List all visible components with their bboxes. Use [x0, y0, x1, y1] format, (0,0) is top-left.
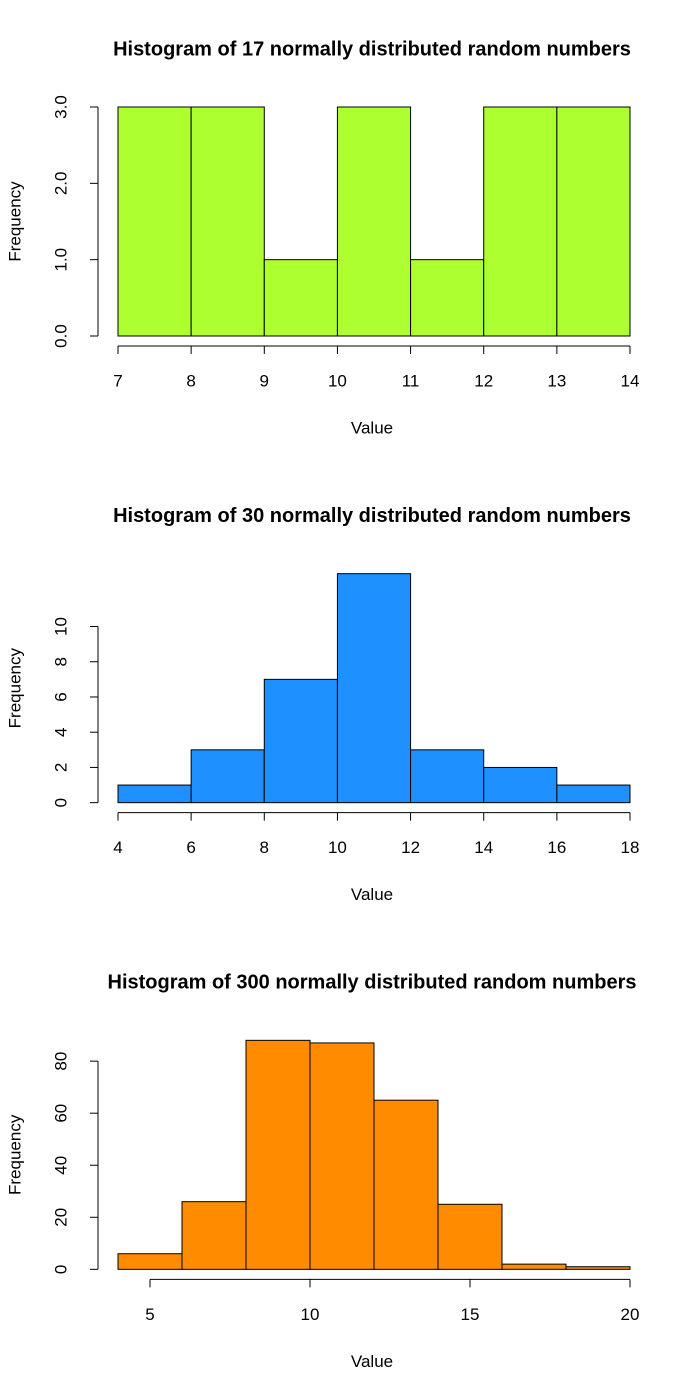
- bar: [190, 749, 265, 804]
- bar: [556, 106, 631, 337]
- bar: [263, 678, 338, 804]
- bar: [263, 259, 338, 337]
- histogram-panel: Histogram of 17 normally distributed ran…: [5, 38, 639, 437]
- y-tick-label: 10: [51, 617, 70, 636]
- y-tick-label: 0: [51, 1265, 70, 1274]
- bar: [565, 1266, 631, 1270]
- x-tick-label: 15: [461, 1305, 480, 1324]
- y-axis-label: Frequency: [5, 648, 24, 729]
- bar: [501, 1263, 567, 1270]
- bar: [483, 766, 558, 804]
- x-tick-label: 9: [260, 371, 269, 390]
- bar: [410, 259, 485, 337]
- x-axis-label: Value: [351, 885, 393, 904]
- bar: [336, 106, 412, 337]
- y-tick-label: 8: [51, 657, 70, 666]
- chart-title: Histogram of 17 normally distributed ran…: [113, 38, 631, 60]
- x-tick-label: 14: [474, 838, 493, 857]
- bar: [117, 784, 192, 804]
- x-tick-label: 13: [547, 371, 566, 390]
- x-tick-label: 10: [328, 838, 347, 857]
- y-tick-label: 2: [51, 763, 70, 772]
- x-tick-label: 8: [260, 838, 269, 857]
- bar: [181, 1201, 247, 1270]
- bar: [117, 1253, 183, 1270]
- x-tick-label: 8: [186, 371, 195, 390]
- bar: [117, 106, 192, 337]
- y-tick-label: 3.0: [51, 95, 70, 119]
- chart-title: Histogram of 30 normally distributed ran…: [113, 505, 631, 527]
- y-tick-label: 40: [51, 1156, 70, 1175]
- y-tick-label: 2.0: [51, 172, 70, 196]
- bar: [336, 573, 412, 804]
- bar: [556, 784, 631, 804]
- y-tick-label: 20: [51, 1208, 70, 1227]
- y-tick-label: 1.0: [51, 248, 70, 272]
- x-tick-label: 16: [547, 838, 566, 857]
- y-tick-label: 80: [51, 1052, 70, 1071]
- y-tick-label: 0: [51, 798, 70, 807]
- x-tick-label: 4: [113, 838, 122, 857]
- y-tick-label: 4: [51, 727, 70, 736]
- x-tick-label: 7: [113, 371, 122, 390]
- histogram-panel: Histogram of 300 normally distributed ra…: [5, 972, 639, 1371]
- chart-title: Histogram of 300 normally distributed ra…: [108, 972, 637, 994]
- x-tick-label: 10: [328, 371, 347, 390]
- bar: [410, 749, 485, 804]
- y-axis-label: Frequency: [5, 181, 24, 262]
- bar: [437, 1203, 503, 1270]
- bar: [245, 1039, 311, 1270]
- x-axis-label: Value: [351, 418, 393, 437]
- y-axis-label: Frequency: [5, 1114, 24, 1195]
- x-tick-label: 14: [621, 371, 640, 390]
- y-tick-label: 60: [51, 1104, 70, 1123]
- x-tick-label: 11: [402, 371, 420, 390]
- bar: [373, 1099, 439, 1270]
- x-tick-label: 6: [186, 838, 195, 857]
- x-axis-label: Value: [351, 1352, 393, 1371]
- x-tick-label: 5: [145, 1305, 154, 1324]
- x-tick-label: 18: [621, 838, 640, 857]
- histogram-panel: Histogram of 30 normally distributed ran…: [5, 505, 639, 904]
- bar: [483, 106, 558, 337]
- bar: [190, 106, 265, 337]
- x-tick-label: 20: [621, 1305, 640, 1324]
- y-tick-label: 0.0: [51, 324, 70, 348]
- x-tick-label: 10: [301, 1305, 320, 1324]
- x-tick-label: 12: [401, 838, 420, 857]
- y-tick-label: 6: [51, 692, 70, 701]
- x-tick-label: 12: [474, 371, 493, 390]
- bar: [309, 1042, 375, 1270]
